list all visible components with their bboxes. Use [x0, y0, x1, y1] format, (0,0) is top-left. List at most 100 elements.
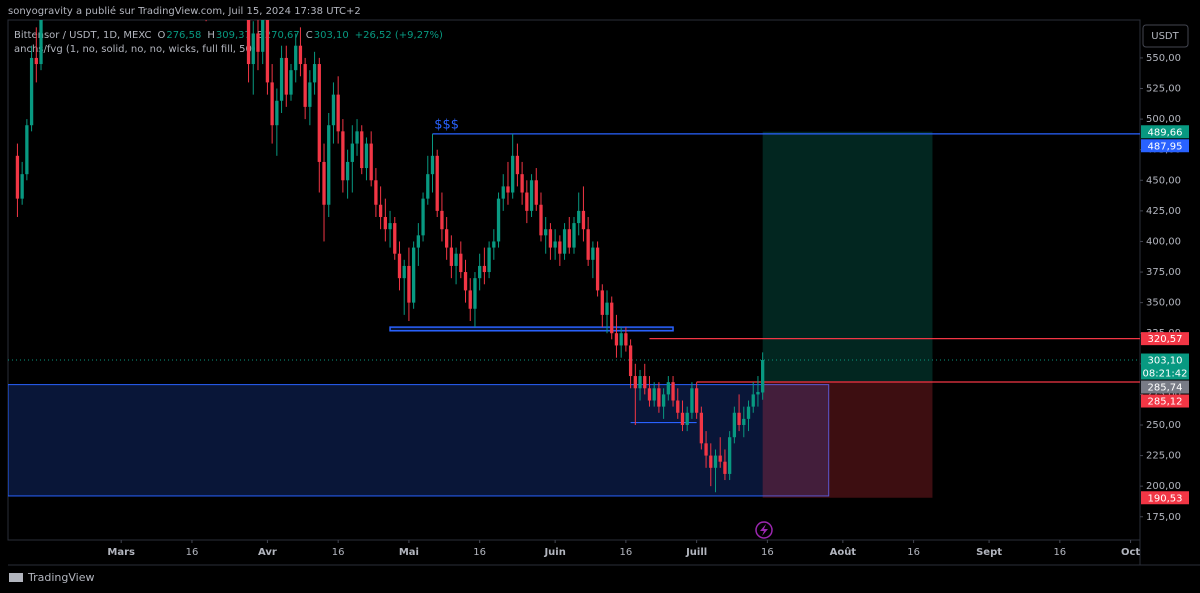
- candle-body: [265, 20, 270, 83]
- candle-body: [581, 210, 586, 230]
- candle-body: [751, 394, 755, 407]
- candle-body: [294, 45, 298, 71]
- price-label-bg: [1141, 125, 1189, 139]
- candle-body: [713, 455, 718, 468]
- candle-body: [308, 82, 312, 107]
- candle-body: [468, 290, 472, 309]
- candle-body: [426, 174, 430, 199]
- legend-item: H: [207, 30, 215, 41]
- y-tick-label: 425,00: [1146, 206, 1181, 217]
- y-tick-label: 500,00: [1146, 114, 1181, 125]
- x-tick-label: Juill: [685, 547, 707, 558]
- candle-body: [699, 412, 704, 444]
- candle-body: [694, 388, 699, 413]
- candle-body: [369, 143, 373, 181]
- candle-body: [345, 161, 350, 181]
- candle-body: [638, 376, 642, 389]
- candle-body: [723, 461, 727, 474]
- candle-body: [473, 278, 477, 309]
- candle-body: [20, 174, 24, 199]
- price-label: 285,12: [1148, 397, 1183, 408]
- annotation: $$$: [434, 118, 459, 133]
- target-zone: [762, 131, 933, 382]
- candle-body: [350, 143, 354, 162]
- candle-body: [275, 100, 279, 126]
- candle-body: [506, 186, 510, 193]
- price-label-bg: [1141, 394, 1189, 408]
- price-timer: 08:21:42: [1143, 369, 1188, 380]
- y-tick-label: 400,00: [1146, 236, 1181, 247]
- candle-body: [628, 345, 633, 377]
- y-tick-label: 175,00: [1146, 512, 1181, 523]
- candle-body: [440, 210, 444, 230]
- candle-body: [364, 143, 369, 169]
- candle-body: [261, 20, 265, 52]
- candle-body: [614, 333, 619, 346]
- candle-body: [312, 64, 317, 83]
- price-label-bg: [1141, 332, 1189, 346]
- legend-item: Bittensor / USDT, 1D, MEXC: [14, 30, 151, 41]
- candle-body: [402, 265, 406, 279]
- candle-body: [633, 376, 637, 389]
- candle-body: [737, 412, 741, 425]
- legend-item: +26,52 (+9,27%): [355, 30, 443, 41]
- price-label: 489,66: [1148, 127, 1183, 138]
- y-tick-label: 225,00: [1146, 451, 1181, 462]
- price-label: 320,57: [1148, 334, 1183, 345]
- y-tick-label: 200,00: [1146, 481, 1181, 492]
- candle-body: [595, 247, 600, 291]
- x-tick-label: 16: [620, 547, 633, 558]
- candle-body: [647, 388, 652, 401]
- candle-body: [478, 265, 482, 279]
- candle-body: [284, 57, 288, 95]
- candle-body: [567, 229, 571, 248]
- header: sonyogravity a publié sur TradingView.co…: [8, 5, 361, 17]
- candle-body: [289, 70, 293, 95]
- y-tick-label: 375,00: [1146, 267, 1181, 278]
- candle-body: [246, 20, 251, 65]
- legend-item: O: [157, 30, 165, 41]
- candle-body: [421, 198, 425, 236]
- candle-body: [435, 155, 439, 211]
- candle-body: [539, 204, 543, 236]
- candle-body: [685, 412, 689, 425]
- lightning-icon[interactable]: [755, 521, 773, 539]
- candle-body: [562, 229, 567, 254]
- candle-body: [610, 302, 614, 334]
- candle-body: [544, 229, 548, 236]
- legend-item: 276,58: [166, 30, 201, 41]
- candle-body: [459, 253, 463, 273]
- x-tick-label: Mars: [107, 547, 135, 558]
- candle-body: [520, 174, 524, 193]
- candle-body: [548, 229, 553, 248]
- candle-body: [303, 64, 307, 107]
- candle-body: [341, 131, 345, 181]
- candle-body: [553, 241, 557, 248]
- candle-body: [600, 290, 604, 315]
- candle-body: [15, 155, 20, 199]
- x-tick-label: Sept: [976, 547, 1002, 558]
- candle-body: [525, 192, 529, 211]
- x-tick-label: 16: [761, 547, 774, 558]
- price-label: 303,10: [1148, 356, 1183, 367]
- candle-body: [416, 235, 421, 248]
- candle-body: [463, 272, 468, 291]
- x-tick-label: Mai: [399, 547, 419, 558]
- candle-body: [407, 265, 411, 303]
- candle-body: [501, 186, 505, 199]
- legend-item: C: [306, 30, 313, 41]
- legend: Bittensor / USDT, 1D, MEXC O276,58 H309,37…: [14, 30, 443, 41]
- candle-body: [643, 376, 647, 389]
- currency-box[interactable]: [1142, 24, 1189, 48]
- candle-body: [605, 302, 609, 315]
- legend-item: 309,37: [216, 30, 251, 41]
- candle-body: [558, 241, 562, 254]
- candle-body: [586, 229, 590, 260]
- candle-body: [657, 388, 661, 407]
- candle-body: [529, 180, 534, 211]
- candle-body: [331, 94, 336, 126]
- candle-body: [756, 391, 760, 395]
- candle-body: [676, 400, 680, 413]
- x-tick-label: Oct: [1121, 547, 1140, 558]
